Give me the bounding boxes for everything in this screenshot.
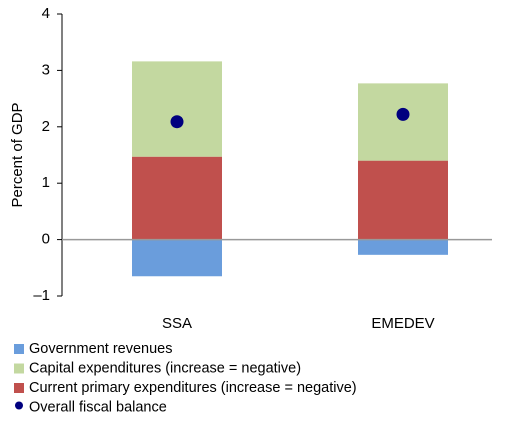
x-tick-label: EMEDEV bbox=[371, 315, 434, 332]
bar-segment bbox=[358, 239, 448, 255]
legend-label: Current primary expenditures (increase =… bbox=[29, 380, 357, 396]
x-tick-label: SSA bbox=[162, 315, 192, 332]
legend-swatch bbox=[14, 344, 24, 354]
bar-segment bbox=[132, 156, 222, 240]
legend-swatch bbox=[14, 383, 24, 393]
y-tick-label: 3 bbox=[42, 61, 50, 78]
bar-segment bbox=[132, 61, 222, 157]
legend-marker bbox=[15, 401, 23, 410]
balance-marker bbox=[170, 115, 184, 129]
y-axis-label: Percent of GDP bbox=[9, 102, 26, 207]
legend-label: Overall fiscal balance bbox=[29, 399, 167, 415]
y-tick-label: –1 bbox=[33, 287, 50, 304]
y-tick-label: 4 bbox=[42, 5, 50, 22]
legend-swatch bbox=[14, 363, 24, 374]
y-tick-label: 1 bbox=[42, 174, 50, 191]
bar-segment bbox=[358, 83, 448, 161]
legend-label: Government revenues bbox=[29, 341, 172, 357]
balance-marker bbox=[396, 107, 410, 121]
legend-label: Capital expenditures (increase = negativ… bbox=[29, 360, 301, 376]
bar-segment bbox=[132, 239, 222, 277]
bar-segment bbox=[358, 160, 448, 240]
y-tick-label: 2 bbox=[42, 118, 50, 135]
y-tick-label: 0 bbox=[42, 231, 50, 248]
